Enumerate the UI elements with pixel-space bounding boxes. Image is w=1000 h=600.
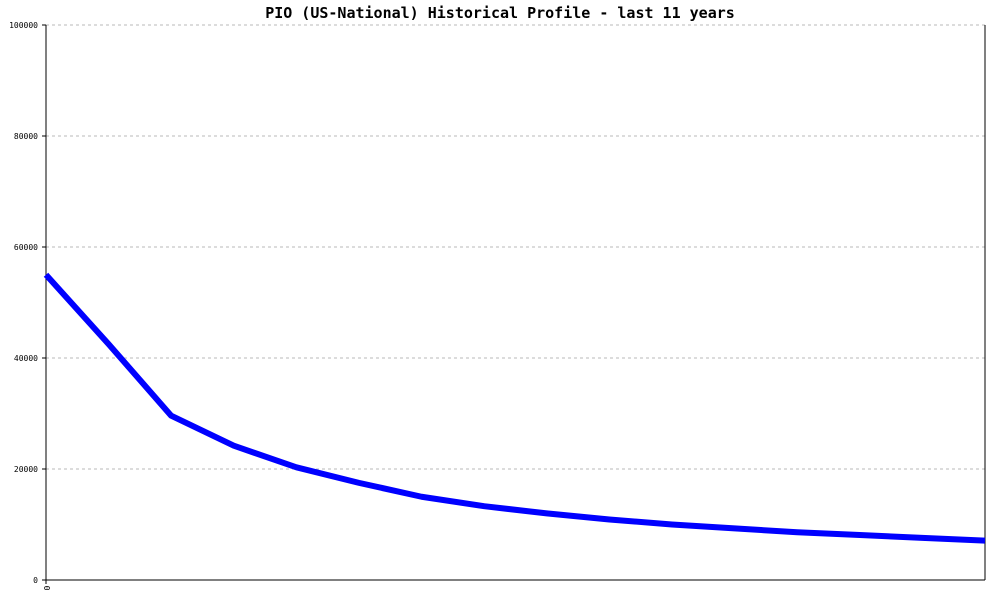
chart-title: PIO (US-National) Historical Profile - l…	[265, 4, 735, 22]
tick-label-layer: 0 20000 40000 60000 80000 100000 0	[9, 21, 51, 591]
x-tick-label-0: 0	[42, 586, 51, 591]
grid-layer	[46, 24, 985, 470]
axis-layer	[42, 24, 986, 584]
y-tick-label-100000: 100000	[9, 21, 38, 30]
y-tick-label-40000: 40000	[14, 354, 38, 363]
series-line-0	[43, 272, 986, 544]
y-tick-label-20000: 20000	[14, 465, 38, 474]
y-tick-label-80000: 80000	[14, 132, 38, 141]
y-tick-label-60000: 60000	[14, 243, 38, 252]
series-layer	[43, 272, 986, 544]
y-tick-label-0: 0	[33, 576, 38, 585]
